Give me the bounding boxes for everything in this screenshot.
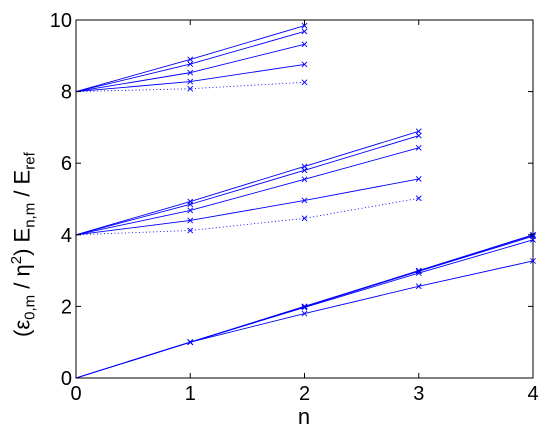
y-tick-label: 4	[61, 225, 72, 247]
data-point-marker	[530, 258, 536, 264]
series-5	[75, 195, 422, 236]
data-point-marker	[415, 283, 422, 290]
data-point-marker	[301, 61, 308, 68]
series-layer	[75, 22, 536, 379]
data-point-marker	[301, 22, 308, 29]
y-axis-label: (ε0,m / η2) En,m / Eref	[8, 152, 39, 337]
data-point-marker	[415, 267, 422, 274]
data-point-marker	[187, 198, 194, 205]
axes-box	[75, 19, 534, 379]
series-line	[75, 130, 419, 236]
data-point-marker	[187, 78, 194, 85]
data-point-marker	[187, 56, 194, 63]
x-tick-label: 4	[527, 383, 538, 405]
series-line	[75, 31, 305, 93]
series-line	[75, 260, 534, 379]
series-line	[75, 197, 419, 236]
y-axis-label-sup: 2	[8, 255, 25, 265]
data-point-marker	[301, 303, 308, 310]
y-axis-label-sub1: 0,m	[21, 294, 39, 320]
data-point-marker	[301, 163, 308, 170]
y-axis-label-open: (ε	[9, 319, 35, 337]
series-line	[75, 147, 419, 236]
data-point-marker	[301, 28, 308, 35]
data-point-marker	[415, 176, 422, 182]
series-4	[75, 231, 536, 379]
y-tick-label: 10	[50, 10, 72, 32]
series-10	[75, 79, 308, 93]
data-point-marker	[187, 69, 194, 76]
series-line	[75, 63, 305, 93]
data-point-marker	[415, 128, 422, 135]
data-point-marker	[301, 310, 308, 317]
x-axis-label: n	[298, 404, 310, 428]
series-line	[75, 239, 534, 379]
y-axis-label-sub2: n,m	[21, 202, 39, 228]
y-axis-label-mid: / η	[9, 264, 35, 295]
data-point-marker	[187, 339, 194, 346]
x-tick-label: 3	[413, 383, 424, 405]
y-tick-label: 6	[61, 153, 72, 175]
data-point-marker	[415, 132, 422, 139]
data-point-marker	[301, 41, 308, 48]
y-axis-label-sub3: ref	[21, 152, 39, 170]
data-point-marker	[187, 227, 194, 234]
x-tick-label: 1	[185, 383, 196, 405]
data-point-marker	[301, 79, 308, 86]
series-6	[75, 176, 422, 236]
series-14	[75, 22, 308, 93]
series-0	[75, 258, 536, 379]
data-point-marker	[187, 85, 194, 92]
series-11	[75, 61, 308, 93]
data-point-marker	[187, 61, 194, 67]
plot-frame	[75, 19, 534, 379]
y-tick-label: 2	[61, 296, 72, 318]
data-point-marker	[187, 207, 194, 214]
y-tick-label: 8	[61, 82, 72, 104]
y-axis-label-close: ) E	[9, 227, 35, 256]
data-point-marker	[301, 176, 308, 183]
data-point-marker	[415, 144, 422, 151]
data-point-marker	[415, 195, 422, 202]
data-point-marker	[187, 217, 194, 224]
data-point-marker	[187, 201, 194, 208]
series-12	[75, 41, 308, 93]
data-point-marker	[301, 215, 308, 222]
series-9	[75, 128, 422, 236]
data-point-marker	[301, 197, 308, 204]
series-line	[75, 178, 419, 236]
y-axis-label-slash: / E	[9, 169, 35, 203]
ticks-layer: 0 1 2 3 4 0 2 4 6 8 10	[50, 10, 539, 405]
x-tick-label: 2	[299, 383, 310, 405]
series-line	[75, 135, 419, 236]
y-tick-label: 0	[61, 368, 72, 390]
series-line	[75, 43, 305, 93]
series-13	[75, 28, 308, 93]
x-tick-label: 0	[70, 383, 81, 405]
series-7	[75, 144, 422, 236]
